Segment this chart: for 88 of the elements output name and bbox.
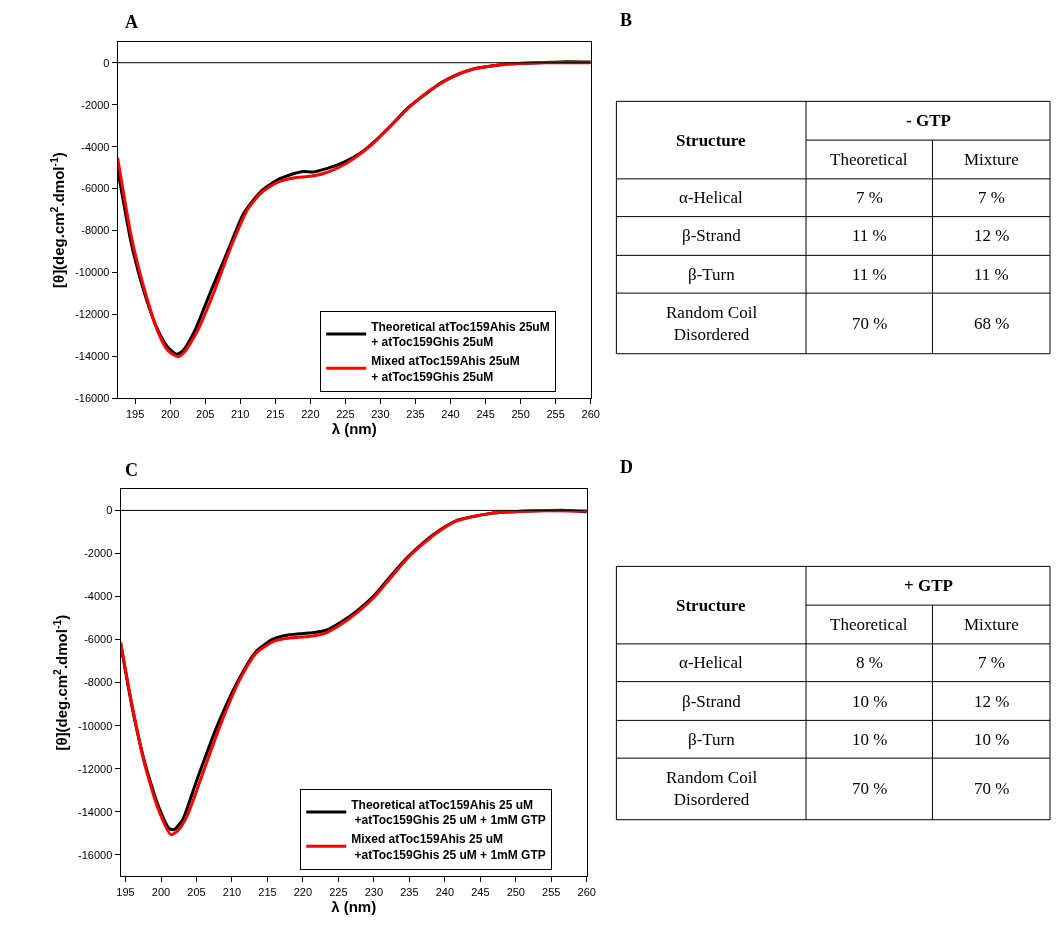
y-tick-label: -4000: [81, 140, 110, 153]
x-tick-label: 225: [336, 407, 355, 420]
x-tick-label: 245: [471, 885, 490, 898]
x-tick-label: 210: [222, 885, 242, 898]
y-tick-label: -16000: [75, 392, 110, 405]
x-axis-title: λ (nm): [331, 897, 377, 915]
x-tick-label: 255: [546, 407, 565, 420]
y-tick-label: -6000: [84, 633, 113, 646]
text: 7 %: [978, 653, 1005, 672]
x-axis-title: λ (nm): [331, 419, 377, 437]
text: 7 %: [978, 188, 1005, 207]
text: Theoretical: [830, 615, 908, 634]
y-tick-label: -4000: [84, 590, 113, 603]
text: β-Turn: [688, 730, 736, 749]
x-tick-label: 225: [329, 885, 348, 898]
text: β-Strand: [682, 692, 742, 711]
text: - GTP: [906, 111, 951, 130]
text: Structure: [676, 131, 747, 150]
text: B: [620, 10, 633, 30]
y-tick-label: -8000: [84, 676, 113, 689]
x-tick-label: 255: [542, 885, 561, 898]
text: 10 %: [974, 730, 1010, 749]
text: Structure: [676, 596, 747, 615]
x-tick-label: 235: [400, 885, 419, 898]
x-tick-label: 240: [441, 407, 460, 420]
y-tick-label: 0: [106, 504, 113, 517]
text: Random Coil Disordered: [666, 768, 758, 810]
text: 68 %: [974, 314, 1010, 333]
y-tick-label: 0: [103, 56, 110, 69]
x-tick-label: 260: [577, 885, 596, 898]
text: Mixture: [964, 150, 1019, 169]
x-tick-label: 260: [581, 407, 600, 420]
x-tick-label: 240: [435, 885, 455, 898]
text: 12 %: [974, 692, 1010, 711]
x-tick-label: 200: [160, 407, 180, 420]
text: 70 %: [852, 779, 888, 798]
text: D: [620, 457, 633, 477]
x-tick-label: 205: [187, 885, 206, 898]
y-tick-label: -14000: [78, 805, 113, 818]
text: α-Helical: [679, 653, 743, 672]
text: 10 %: [852, 730, 888, 749]
x-tick-label: 220: [301, 407, 320, 420]
x-tick-label: 205: [196, 407, 215, 420]
y-tick-label: -10000: [78, 719, 113, 732]
x-tick-label: 235: [406, 407, 425, 420]
x-tick-label: 220: [293, 885, 313, 898]
y-tick-label: -14000: [75, 350, 110, 363]
text: α-Helical: [679, 188, 743, 207]
y-tick-label: -6000: [81, 182, 110, 195]
text: 11 %: [974, 265, 1009, 284]
x-tick-label: 215: [266, 407, 285, 420]
text: 8 %: [856, 653, 883, 672]
y-tick-label: -2000: [81, 98, 110, 111]
x-tick-label: 250: [511, 407, 530, 420]
legend-label: Mixed atToc159Ahis 25uM + atToc159Ghis 25uM: [371, 354, 520, 384]
text: Theoretical: [830, 150, 908, 169]
text: 10 %: [852, 692, 888, 711]
legend-label: Theoretical atToc159Ahis 25 uM +atToc159Ghis 25 uM + 1mM GTP: [351, 797, 546, 828]
text: 11 %: [852, 226, 887, 245]
y-tick-label: -10000: [75, 266, 110, 279]
text: 70 %: [852, 314, 888, 333]
y-tick-label: -8000: [81, 224, 110, 237]
text: 70 %: [974, 779, 1010, 798]
x-tick-label: 200: [151, 885, 171, 898]
y-tick-label: -16000: [78, 848, 113, 861]
x-tick-label: 250: [506, 885, 525, 898]
text: β-Turn: [688, 265, 736, 284]
text: β-Strand: [682, 226, 742, 245]
chart-title: C: [125, 460, 138, 480]
y-tick-label: -2000: [84, 547, 113, 560]
x-tick-label: 195: [116, 885, 135, 898]
text: Random Coil Disordered: [666, 303, 758, 345]
x-tick-label: 245: [476, 407, 495, 420]
x-tick-label: 230: [371, 407, 390, 420]
legend-label: Theoretical atToc159Ahis 25uM + atToc159Ghis 25uM: [371, 319, 550, 350]
y-tick-label: -12000: [78, 762, 113, 775]
text: 12 %: [974, 226, 1010, 245]
x-tick-label: 195: [125, 407, 145, 420]
x-tick-label: 210: [231, 407, 250, 420]
text: 11 %: [852, 265, 887, 284]
legend-label: Mixed atToc159Ahis 25 uM +atToc159Ghis 25 uM + 1mM GTP: [351, 832, 546, 862]
chart-title: A: [125, 12, 138, 32]
text: Mixture: [964, 615, 1019, 634]
text: 7 %: [856, 188, 883, 207]
x-tick-label: 215: [258, 885, 277, 898]
text: + GTP: [904, 576, 953, 595]
y-tick-label: -12000: [75, 308, 110, 321]
x-tick-label: 230: [364, 885, 384, 898]
